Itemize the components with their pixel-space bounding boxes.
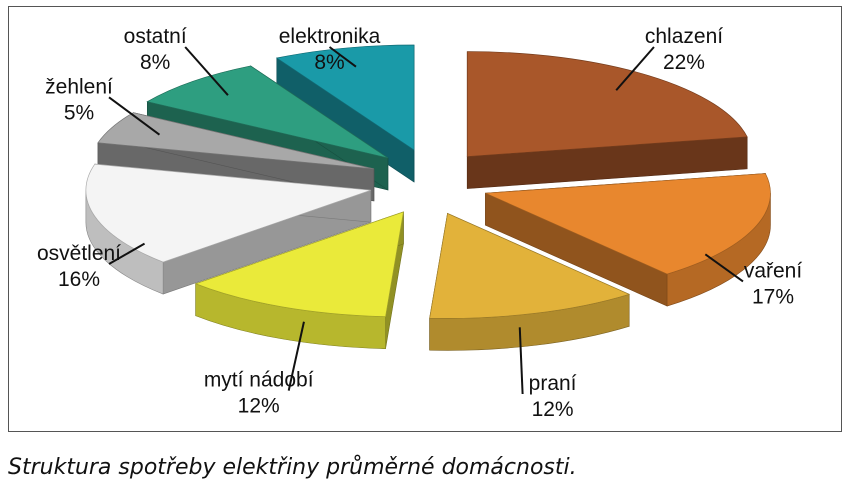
pie-slice-myti-nadobi <box>194 211 404 349</box>
pie-slice-vareni <box>485 173 771 307</box>
slice-value-zehleni: 5% <box>64 101 94 124</box>
pie-slices <box>85 44 771 351</box>
slice-value-prani: 12% <box>532 398 574 421</box>
slice-value-osvetleni: 16% <box>58 268 100 291</box>
pie-slice-top <box>85 163 371 263</box>
slice-label-zehleni: žehlení <box>45 75 113 98</box>
slice-label-elektronika: elektronika <box>279 25 381 48</box>
leader-line-prani <box>518 327 524 395</box>
leader-line-ostatni <box>184 46 229 96</box>
pie-slice-top <box>97 112 375 170</box>
leader-line-zehleni <box>108 96 161 136</box>
slice-value-myti-nadobi: 12% <box>238 395 280 418</box>
pie-slice-top <box>466 51 748 157</box>
slice-labels: chlazení 22% vaření 17% praní 12% mytí nádobí 1… <box>37 25 802 421</box>
pie-chart: chlazení 22% vaření 17% praní 12% mytí nádobí 1… <box>37 25 802 421</box>
pie-slice-chlazeni <box>466 51 748 189</box>
pie-slice-osvetleni <box>85 163 372 295</box>
leader-lines <box>108 46 744 395</box>
pie-slice-top <box>146 65 389 159</box>
leader-line-myti-nadobi <box>287 321 305 391</box>
leader-line-elektronika <box>328 46 357 68</box>
slice-label-prani: praní <box>529 372 577 395</box>
slice-value-chlazeni: 22% <box>663 51 705 74</box>
slice-label-vareni: vaření <box>744 259 803 282</box>
slice-value-vareni: 17% <box>752 285 794 308</box>
pie-slice-top <box>194 211 404 318</box>
slice-label-chlazeni: chlazení <box>645 25 723 48</box>
pie-slice-top <box>275 44 415 151</box>
leader-line-chlazeni <box>615 46 655 91</box>
chart-frame: chlazení 22% vaření 17% praní 12% mytí nádobí 1… <box>8 6 842 432</box>
slice-label-myti-nadobi: mytí nádobí <box>204 369 314 392</box>
leader-line-osvetleni <box>108 242 146 265</box>
pie-slice-top <box>429 212 631 319</box>
figure-caption: Struktura spotřeby elektřiny průměrné do… <box>8 455 577 480</box>
pie-slice-prani <box>429 212 631 351</box>
slice-value-elektronika: 8% <box>314 51 344 74</box>
pie-slice-elektronika <box>275 44 415 183</box>
leader-line-vareni <box>704 253 744 283</box>
slice-label-ostatni: ostatní <box>124 25 187 48</box>
slice-value-ostatni: 8% <box>140 51 170 74</box>
slice-label-osvetleni: osvětlení <box>37 242 121 265</box>
pie-slice-top <box>485 173 771 275</box>
